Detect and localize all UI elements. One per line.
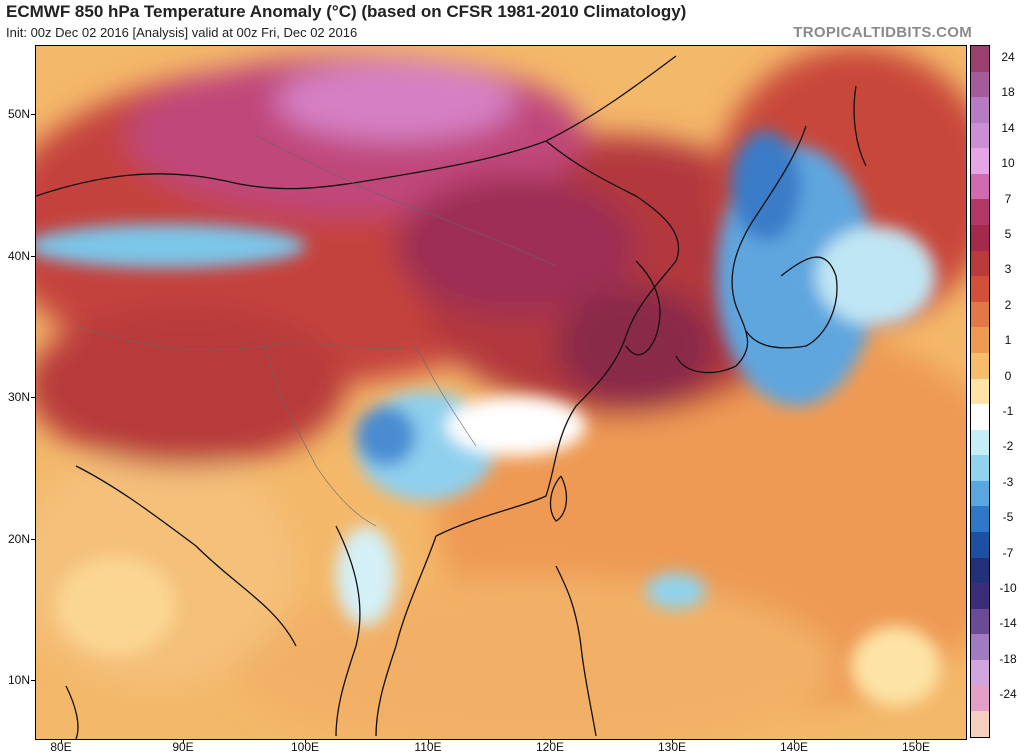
- lat-label-50n: 50N: [7, 107, 30, 121]
- colorbar-label: -10: [999, 581, 1017, 595]
- colorbar-label: -3: [1002, 474, 1014, 489]
- colorbar-segment: [971, 404, 989, 430]
- colorbar-label: -5: [1002, 510, 1014, 525]
- colorbar-segment: [971, 378, 989, 405]
- lon-tick: [916, 739, 917, 743]
- colorbar-label: 14: [1001, 120, 1015, 135]
- colorbar-segment: [971, 455, 989, 481]
- colorbar-segment: [971, 480, 989, 507]
- coastline: [36, 55, 867, 739]
- lon-tick: [550, 739, 551, 743]
- lat-tick: [31, 114, 35, 115]
- colorbar-segment: [971, 685, 989, 712]
- colorbar-segment: [971, 71, 989, 98]
- colorbar-segment: [971, 250, 989, 277]
- colorbar-segment: [971, 429, 989, 456]
- colorbar-label: -18: [999, 651, 1017, 666]
- colorbar-segment: [971, 46, 989, 72]
- colorbar-segment: [971, 276, 989, 302]
- colorbar-label: 7: [1004, 191, 1012, 206]
- colorbar-label: 10: [1001, 156, 1015, 171]
- lon-label-120e: 120E: [535, 740, 565, 754]
- colorbar-segment: [971, 148, 989, 174]
- lon-label-140e: 140E: [779, 740, 809, 754]
- lat-tick: [31, 680, 35, 681]
- colorbar-segment: [971, 199, 989, 226]
- lat-label-30n: 30N: [7, 390, 30, 404]
- colorbar-label: 5: [1004, 227, 1012, 241]
- colorbar-label: 0: [1004, 368, 1012, 383]
- country-borders: [75, 135, 557, 527]
- lat-tick: [31, 539, 35, 540]
- colorbar-label: -2: [1002, 439, 1014, 454]
- lon-tick: [428, 739, 429, 743]
- colorbar-segment: [971, 327, 989, 353]
- colorbar-segment: [971, 506, 989, 532]
- lat-label-40n: 40N: [7, 249, 30, 263]
- colorbar-label: -24: [999, 687, 1017, 702]
- lat-label-10n: 10N: [7, 673, 30, 687]
- lon-label-90e: 90E: [172, 740, 194, 754]
- colorbar-segment: [971, 634, 989, 660]
- colorbar-segment: [971, 173, 989, 200]
- lon-label-100e: 100E: [290, 740, 320, 754]
- lon-label-150e: 150E: [901, 740, 931, 754]
- chart-title: ECMWF 850 hPa Temperature Anomaly (°C) (…: [6, 2, 687, 21]
- lon-tick: [183, 739, 184, 743]
- colorbar-label: 2: [1004, 297, 1012, 312]
- colorbar-segment: [971, 97, 989, 123]
- lon-tick: [305, 739, 306, 743]
- colorbar-segment: [971, 225, 989, 251]
- colorbar-segment: [971, 583, 989, 609]
- colorbar-label: 1: [1004, 333, 1012, 348]
- lon-tick: [672, 739, 673, 743]
- lon-label-80e: 80E: [50, 740, 72, 754]
- colorbar-segment: [971, 122, 989, 149]
- colorbar-label: -1: [1002, 404, 1014, 418]
- colorbar-segment: [971, 557, 989, 584]
- colorbar-segment: [971, 659, 989, 686]
- lat-tick: [31, 256, 35, 257]
- colorbar-segment: [971, 531, 989, 558]
- anomaly-map: [35, 45, 967, 740]
- colorbar-segment: [971, 301, 989, 328]
- lon-tick: [61, 739, 62, 743]
- lon-label-130e: 130E: [657, 740, 687, 754]
- colorbar-segment: [971, 711, 989, 737]
- colorbar-label: -7: [1002, 545, 1014, 560]
- colorbar-segment: [971, 608, 989, 635]
- colorbar-label: 24: [1001, 50, 1015, 64]
- anomaly-field: [36, 46, 966, 739]
- lon-label-110e: 110E: [414, 740, 442, 754]
- cold-band-central-asia: [36, 224, 306, 268]
- colorbar-label: 3: [1004, 262, 1012, 277]
- lat-tick: [31, 397, 35, 398]
- colorbar-label: -14: [999, 616, 1017, 631]
- site-watermark: TROPICALTIDBITS.COM: [793, 24, 972, 41]
- chart-subtitle: Init: 00z Dec 02 2016 [Analysis] valid a…: [6, 25, 358, 40]
- lat-label-20n: 20N: [7, 532, 30, 546]
- colorbar: [970, 45, 990, 738]
- colorbar-segment: [971, 352, 989, 379]
- colorbar-label: 18: [1001, 85, 1015, 100]
- lon-tick: [794, 739, 795, 743]
